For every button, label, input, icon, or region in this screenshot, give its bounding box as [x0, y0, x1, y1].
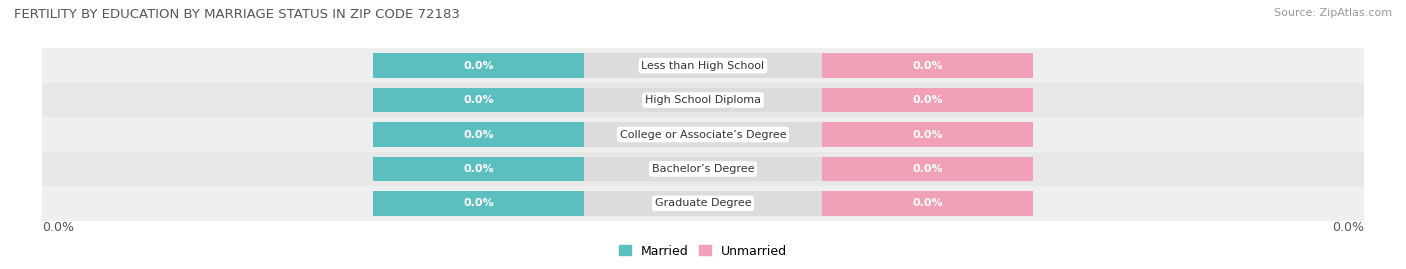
Text: 0.0%: 0.0% [1331, 221, 1364, 233]
Bar [823, 157, 1033, 181]
Text: Bachelor’s Degree: Bachelor’s Degree [652, 164, 754, 174]
Bar [42, 152, 1364, 186]
Text: 0.0%: 0.0% [463, 164, 494, 174]
Text: 0.0%: 0.0% [912, 95, 943, 105]
Bar [373, 122, 583, 147]
Bar [373, 191, 583, 216]
Bar [823, 191, 1033, 216]
Bar [373, 53, 583, 78]
Text: 0.0%: 0.0% [912, 198, 943, 208]
Bar [823, 88, 1033, 112]
Bar [373, 191, 1033, 216]
Bar [42, 186, 1364, 221]
Bar [373, 53, 1033, 78]
Bar [42, 117, 1364, 152]
Text: Less than High School: Less than High School [641, 61, 765, 71]
Text: 0.0%: 0.0% [463, 95, 494, 105]
Text: FERTILITY BY EDUCATION BY MARRIAGE STATUS IN ZIP CODE 72183: FERTILITY BY EDUCATION BY MARRIAGE STATU… [14, 8, 460, 21]
Bar [42, 48, 1364, 83]
Bar [373, 88, 1033, 112]
Text: 0.0%: 0.0% [463, 61, 494, 71]
Text: 0.0%: 0.0% [912, 164, 943, 174]
Text: 0.0%: 0.0% [463, 198, 494, 208]
Bar [42, 83, 1364, 117]
Text: 0.0%: 0.0% [463, 129, 494, 140]
Text: 0.0%: 0.0% [912, 129, 943, 140]
Legend: Married, Unmarried: Married, Unmarried [613, 239, 793, 263]
Bar [373, 157, 583, 181]
Bar [823, 53, 1033, 78]
Bar [373, 122, 1033, 147]
Bar [373, 88, 583, 112]
Text: College or Associate’s Degree: College or Associate’s Degree [620, 129, 786, 140]
Text: Graduate Degree: Graduate Degree [655, 198, 751, 208]
Bar [373, 157, 1033, 181]
Text: Source: ZipAtlas.com: Source: ZipAtlas.com [1274, 8, 1392, 18]
Text: 0.0%: 0.0% [42, 221, 75, 233]
Text: High School Diploma: High School Diploma [645, 95, 761, 105]
Bar [823, 122, 1033, 147]
Text: 0.0%: 0.0% [912, 61, 943, 71]
